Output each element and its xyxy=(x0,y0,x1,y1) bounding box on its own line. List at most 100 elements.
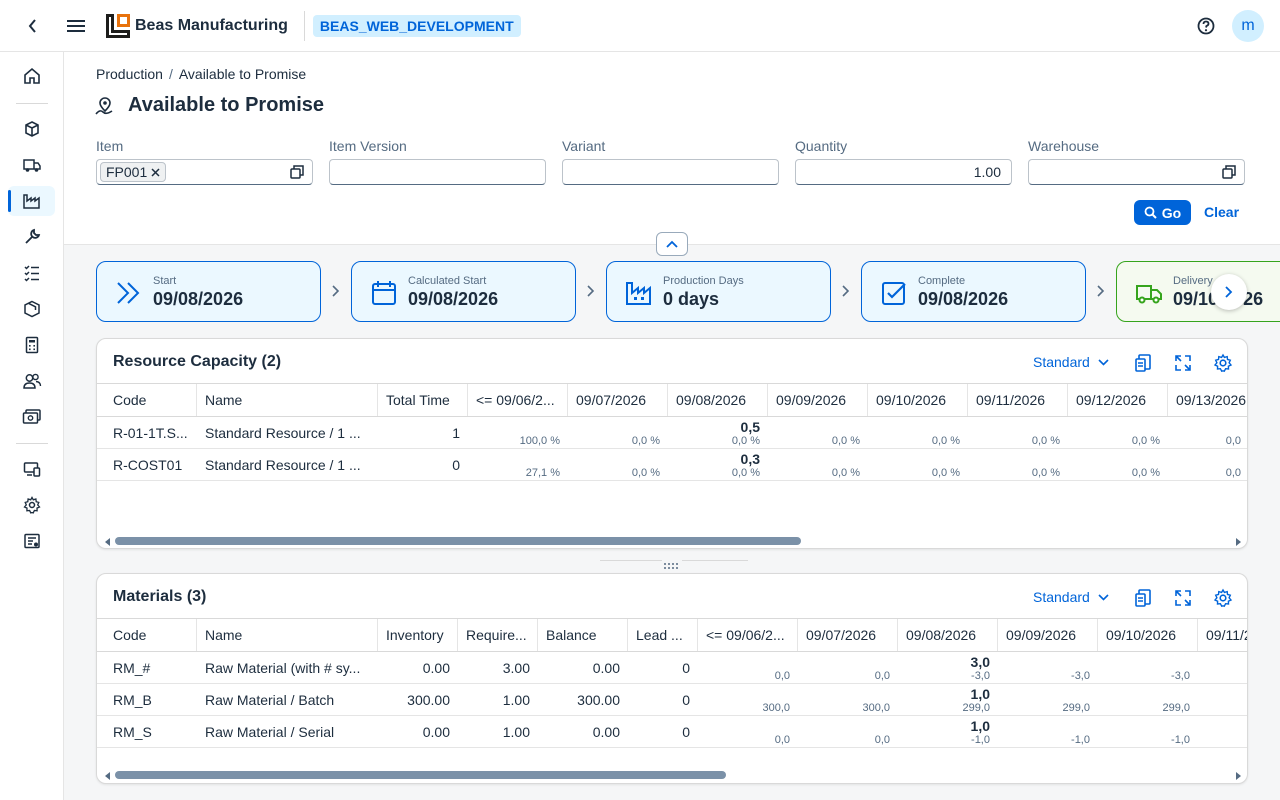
column-header[interactable]: <= 09/06/2... xyxy=(468,384,568,416)
close-icon[interactable] xyxy=(151,167,160,177)
nav-item-logistics[interactable] xyxy=(8,150,55,180)
warehouse-input[interactable] xyxy=(1028,159,1245,185)
column-header[interactable]: Require... xyxy=(458,619,538,651)
value-help-icon[interactable] xyxy=(290,165,304,179)
breadcrumb-current: Available to Promise xyxy=(178,66,307,82)
flow-card-complete[interactable]: Complete 09/08/2026 xyxy=(861,261,1086,322)
flow-card-production-days[interactable]: Production Days 0 days xyxy=(606,261,831,322)
cell-inventory: 300.00 xyxy=(407,692,450,708)
scroll-right-arrow[interactable] xyxy=(1236,538,1241,546)
scroll-left-arrow[interactable] xyxy=(105,538,110,546)
nav-item-devices[interactable] xyxy=(8,454,55,484)
menu-button[interactable] xyxy=(60,10,92,42)
splitter-grip[interactable] xyxy=(662,557,682,569)
export-icon[interactable] xyxy=(1133,353,1153,373)
column-header[interactable]: 09/09/2026 xyxy=(998,619,1098,651)
nav-item-calculator[interactable] xyxy=(8,330,55,360)
cell-name: Raw Material / Batch xyxy=(205,692,335,708)
item-token[interactable]: FP001 xyxy=(100,162,167,182)
quantity-input[interactable]: 1.00 xyxy=(795,159,1012,185)
column-header[interactable]: 09/07/2026 xyxy=(798,619,898,651)
column-header[interactable]: 09/12/2026 xyxy=(1068,384,1168,416)
cell-code: R-COST01 xyxy=(113,457,183,473)
value-help-icon[interactable] xyxy=(1222,165,1236,179)
scroll-left-arrow[interactable] xyxy=(105,772,110,780)
cell-utilization: 27,1 % xyxy=(525,467,560,479)
nav-home[interactable] xyxy=(8,61,55,91)
variant-selector[interactable]: Standard xyxy=(1033,354,1109,370)
cell-utilization: 0,0 % xyxy=(931,435,960,447)
column-header[interactable]: 09/08/2026 xyxy=(668,384,768,416)
scroll-right-arrow[interactable] xyxy=(1236,772,1241,780)
nav-item-production[interactable] xyxy=(8,186,55,216)
column-header[interactable]: Total Time xyxy=(378,384,468,416)
nav-item-settings[interactable] xyxy=(8,490,55,520)
column-header[interactable]: Name xyxy=(197,384,378,416)
nav-divider xyxy=(16,103,48,104)
column-header[interactable]: Code xyxy=(105,384,197,416)
variant-input[interactable] xyxy=(562,159,779,185)
column-header[interactable]: Balance xyxy=(538,619,628,651)
breadcrumb-link-production[interactable]: Production xyxy=(96,66,163,82)
export-icon[interactable] xyxy=(1133,588,1153,608)
nav-item-master-data[interactable] xyxy=(8,114,55,144)
column-header[interactable]: 09/11/2026 xyxy=(968,384,1068,416)
quantity-label: Quantity xyxy=(795,138,848,154)
flow-card-start[interactable]: Start 09/08/2026 xyxy=(96,261,321,322)
cell-utilization: 0,0 % xyxy=(831,435,860,447)
variant-selector[interactable]: Standard xyxy=(1033,589,1109,605)
column-header[interactable]: 09/10/2026 xyxy=(1098,619,1198,651)
column-header[interactable]: 09/09/2026 xyxy=(768,384,868,416)
column-header[interactable]: 09/11/2... xyxy=(1198,619,1247,651)
nav-item-users[interactable] xyxy=(8,366,55,396)
table-row[interactable]: RM_# Raw Material (with # sy... 0.00 3.00 0.… xyxy=(97,652,1247,684)
cell-inventory: 0.00 xyxy=(422,660,450,676)
column-header[interactable]: Inventory xyxy=(378,619,458,651)
help-button[interactable] xyxy=(1194,14,1218,38)
column-header[interactable]: Code xyxy=(105,619,197,651)
cell-projected-stock: 0,0 xyxy=(774,670,790,682)
cell-availability: 0,0 xyxy=(698,716,798,748)
column-header[interactable]: 09/07/2026 xyxy=(568,384,668,416)
cell-utilization: 0,0 % xyxy=(1131,467,1160,479)
horizontal-scrollbar[interactable] xyxy=(115,771,726,779)
collapse-header-button[interactable] xyxy=(656,232,688,256)
fullscreen-icon[interactable] xyxy=(1173,353,1193,373)
flow-scroll-right-button[interactable] xyxy=(1211,274,1247,310)
go-button[interactable]: Go xyxy=(1134,200,1191,225)
cell-capacity: 0,5 0,0 % xyxy=(668,417,768,449)
cell-capacity: 0,0 xyxy=(1168,417,1247,449)
column-header[interactable]: 09/13/2026 xyxy=(1168,384,1247,416)
item-version-input[interactable] xyxy=(329,159,546,185)
column-header[interactable]: 09/10/2026 xyxy=(868,384,968,416)
user-avatar[interactable]: m xyxy=(1232,10,1264,42)
item-label: Item xyxy=(96,138,124,154)
column-header[interactable]: 09/08/2026 xyxy=(898,619,998,651)
table-row[interactable]: R-01-1T.S... Standard Resource / 1 ... 1 10… xyxy=(97,417,1247,449)
cell-lead-time: 0 xyxy=(682,724,690,740)
column-header[interactable]: Lead ... xyxy=(628,619,698,651)
back-button[interactable] xyxy=(17,10,49,42)
gear-icon[interactable] xyxy=(1213,588,1233,608)
table-row[interactable]: R-COST01 Standard Resource / 1 ... 0 27,1 %… xyxy=(97,449,1247,481)
fullscreen-icon[interactable] xyxy=(1173,588,1193,608)
gear-icon[interactable] xyxy=(1213,353,1233,373)
nav-item-finance[interactable] xyxy=(8,402,55,432)
cell-projected-stock: 299,0 xyxy=(962,702,990,714)
nav-item-packages[interactable] xyxy=(8,294,55,324)
horizontal-scrollbar[interactable] xyxy=(115,537,801,545)
brand-logo[interactable] xyxy=(106,13,130,38)
clear-button[interactable]: Clear xyxy=(1204,204,1240,220)
flow-card-delivery[interactable]: Delivery 09/10/2026 xyxy=(1116,261,1280,322)
item-multi-input[interactable]: FP001 xyxy=(96,159,313,185)
nav-item-tools[interactable] xyxy=(8,222,55,252)
column-header[interactable]: <= 09/06/2... xyxy=(698,619,798,651)
nav-item-reports[interactable] xyxy=(8,526,55,556)
column-header[interactable]: Name xyxy=(197,619,378,651)
nav-item-tasks[interactable] xyxy=(8,258,55,288)
cell-availability: 3,0 -3,0 xyxy=(898,652,998,684)
flow-card-calculated-start[interactable]: Calculated Start 09/08/2026 xyxy=(351,261,576,322)
cell-availability: 299,0 xyxy=(998,684,1098,716)
table-row[interactable]: RM_S Raw Material / Serial 0.00 1.00 0.00 0 0,… xyxy=(97,716,1247,748)
table-row[interactable]: RM_B Raw Material / Batch 300.00 1.00 300.00… xyxy=(97,684,1247,716)
